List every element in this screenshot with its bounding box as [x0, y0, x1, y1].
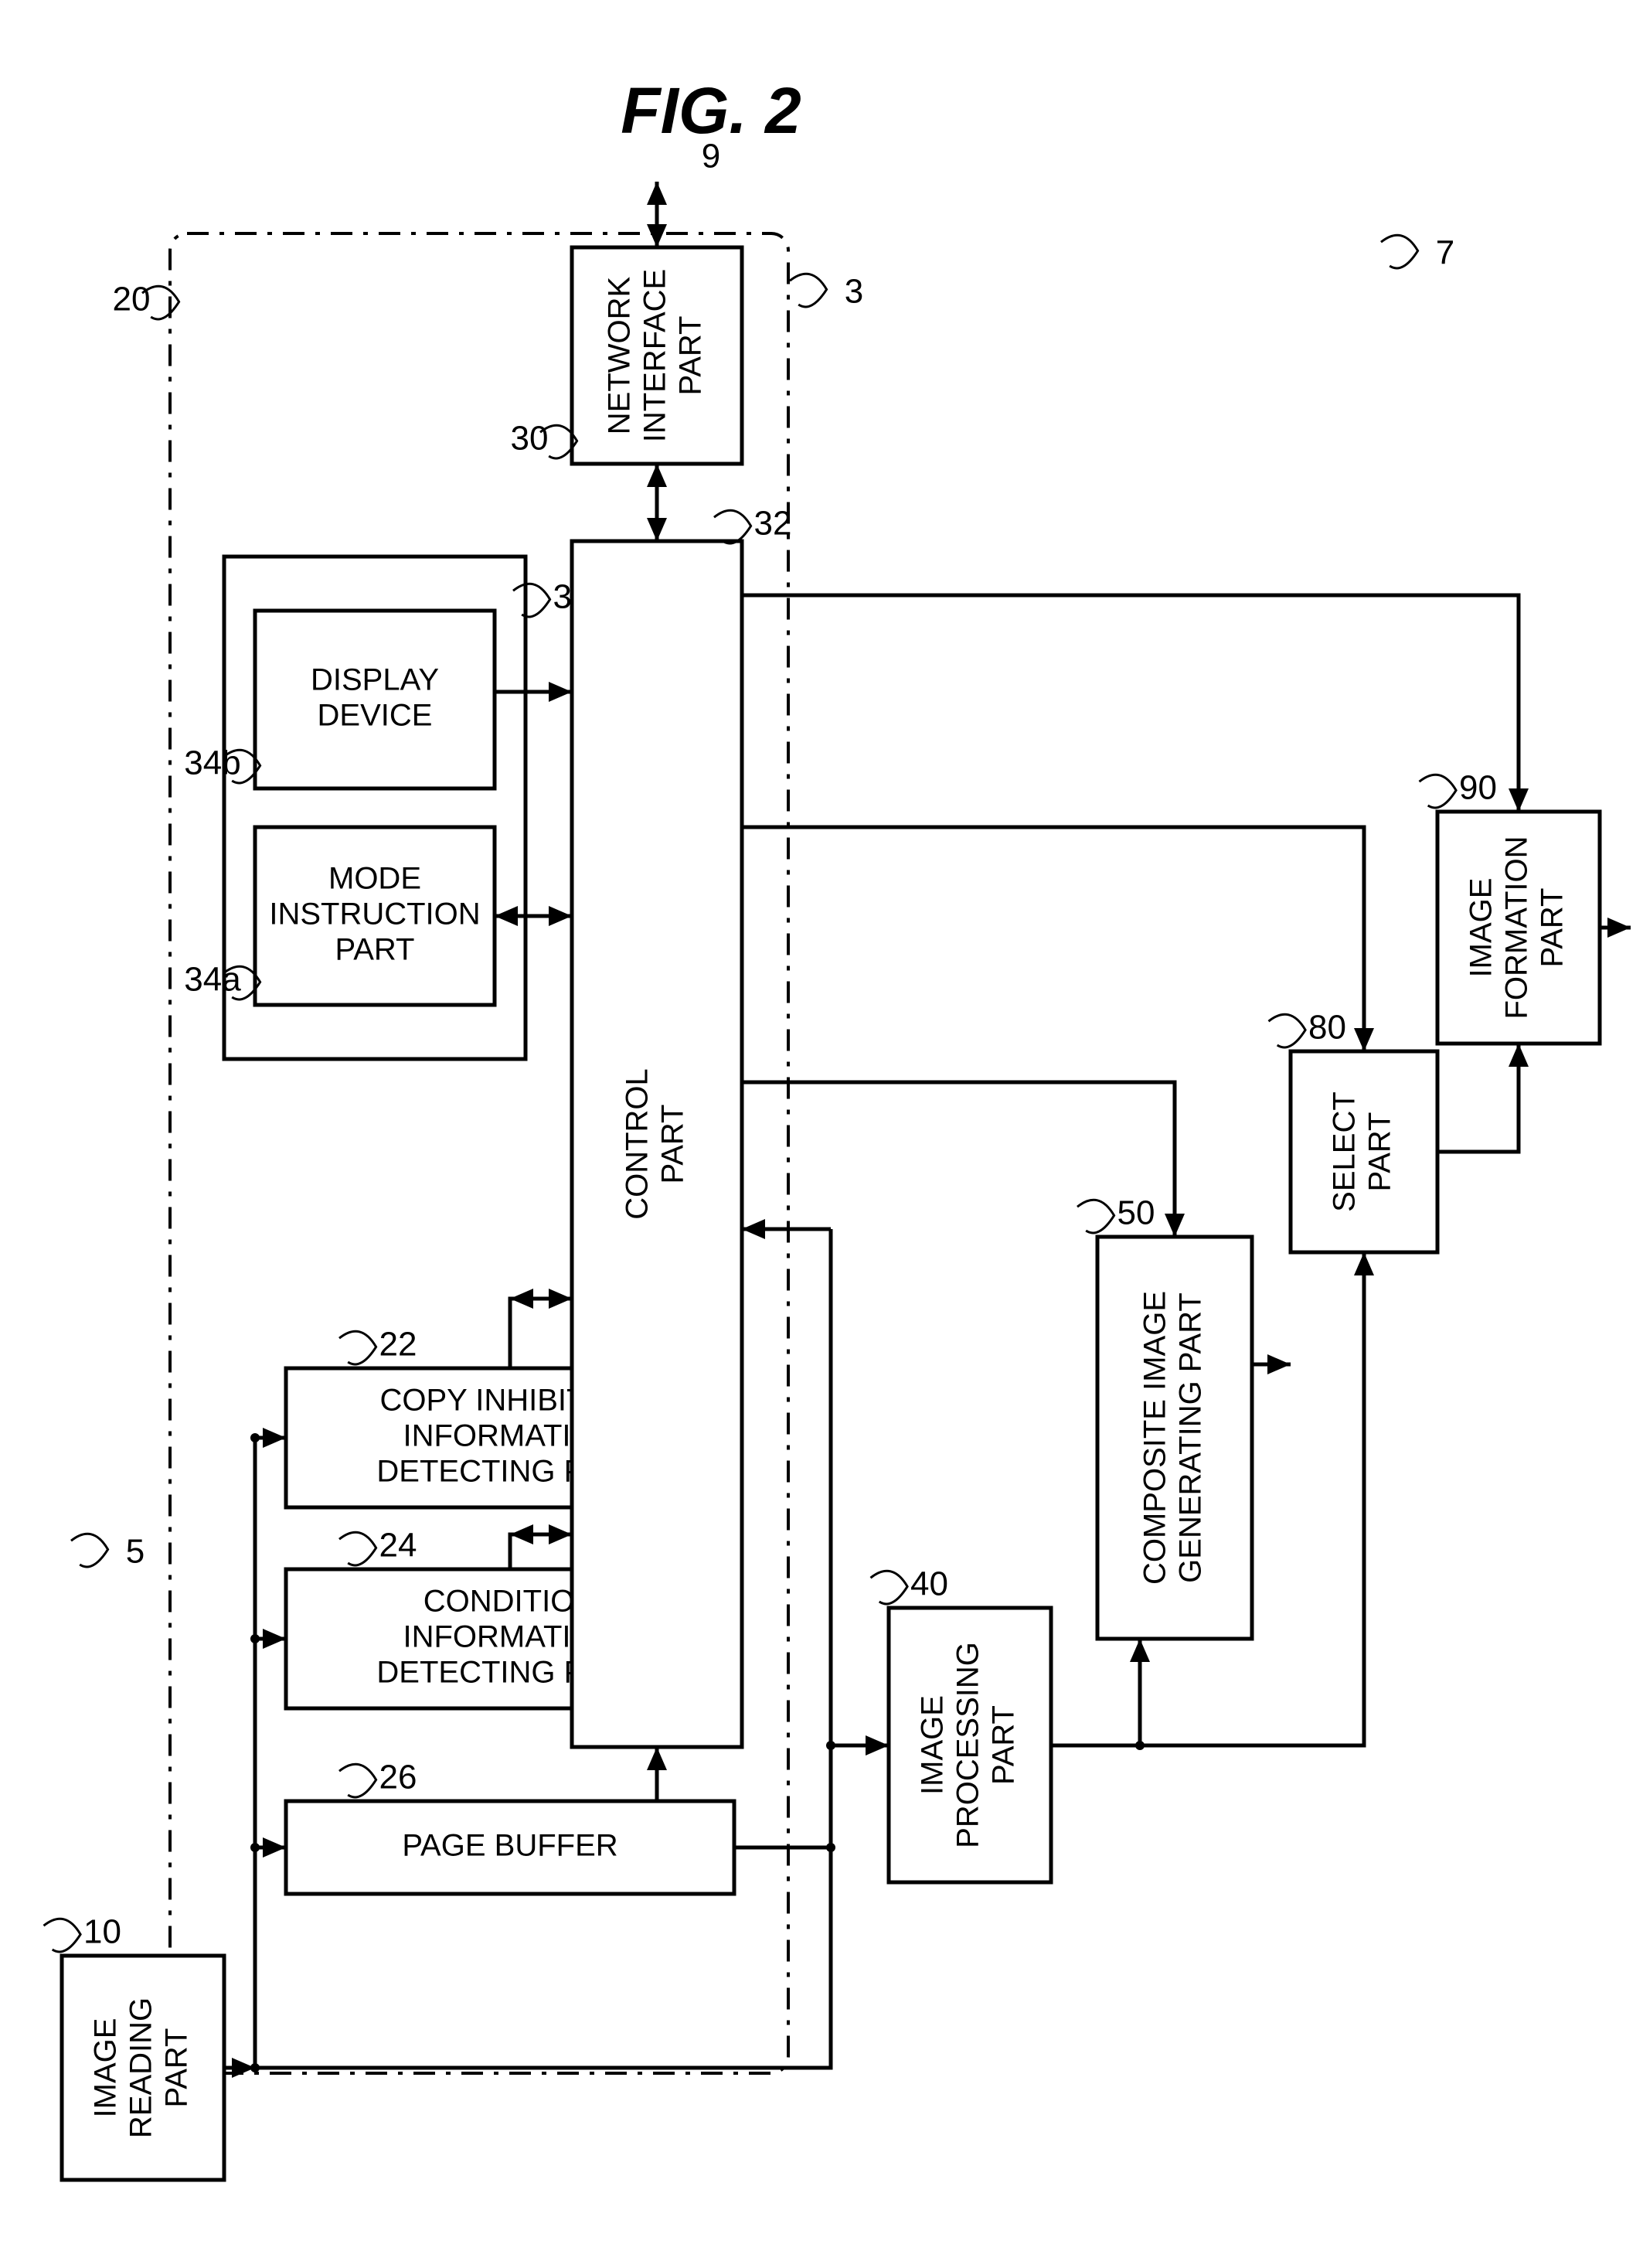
ref-5: 5 [126, 1533, 145, 1571]
ref-90: 90 [1459, 769, 1497, 807]
svg-text:PART: PART [335, 933, 415, 967]
ref-50: 50 [1117, 1194, 1155, 1232]
svg-text:FORMATION: FORMATION [1500, 836, 1534, 1019]
ref-10: 10 [83, 1913, 121, 1951]
ref-24: 24 [379, 1527, 417, 1565]
ref-30: 30 [511, 420, 549, 458]
ref-9: 9 [702, 138, 720, 175]
ref-3: 3 [845, 273, 863, 311]
svg-text:IMAGE: IMAGE [916, 1695, 950, 1795]
svg-text:PAGE BUFFER: PAGE BUFFER [402, 1829, 617, 1863]
svg-text:PART: PART [1536, 888, 1570, 968]
svg-text:DEVICE: DEVICE [318, 699, 433, 733]
figure-title: FIG. 2 [621, 74, 801, 147]
svg-text:INSTRUCTION: INSTRUCTION [269, 897, 480, 931]
svg-text:PART: PART [674, 316, 708, 396]
ref-32: 32 [754, 505, 792, 543]
ref-26: 26 [379, 1759, 417, 1796]
svg-text:NETWORK: NETWORK [603, 276, 637, 434]
ref-22: 22 [379, 1326, 417, 1364]
ref-20: 20 [113, 281, 151, 318]
ref-34a: 34a [184, 961, 241, 999]
svg-text:GENERATING PART: GENERATING PART [1174, 1292, 1208, 1583]
ref-40: 40 [910, 1565, 948, 1603]
svg-text:SELECT: SELECT [1328, 1091, 1362, 1212]
ref-80: 80 [1308, 1009, 1346, 1047]
svg-text:PART: PART [1363, 1112, 1397, 1192]
svg-text:PROCESSING: PROCESSING [951, 1642, 985, 1848]
svg-text:MODE: MODE [328, 862, 421, 896]
svg-text:DISPLAY: DISPLAY [311, 663, 439, 697]
svg-text:PART: PART [160, 2028, 194, 2108]
svg-text:IMAGE: IMAGE [1464, 878, 1498, 978]
ref-34b: 34b [184, 744, 240, 782]
svg-text:PART: PART [987, 1705, 1021, 1785]
svg-text:INTERFACE: INTERFACE [638, 269, 672, 442]
ref-7: 7 [1436, 234, 1454, 272]
svg-text:COMPOSITE IMAGE: COMPOSITE IMAGE [1138, 1291, 1172, 1585]
svg-text:PART: PART [656, 1105, 690, 1184]
svg-text:CONTROL: CONTROL [621, 1068, 655, 1220]
svg-text:IMAGE: IMAGE [89, 2018, 123, 2118]
svg-text:READING: READING [124, 1997, 158, 2138]
